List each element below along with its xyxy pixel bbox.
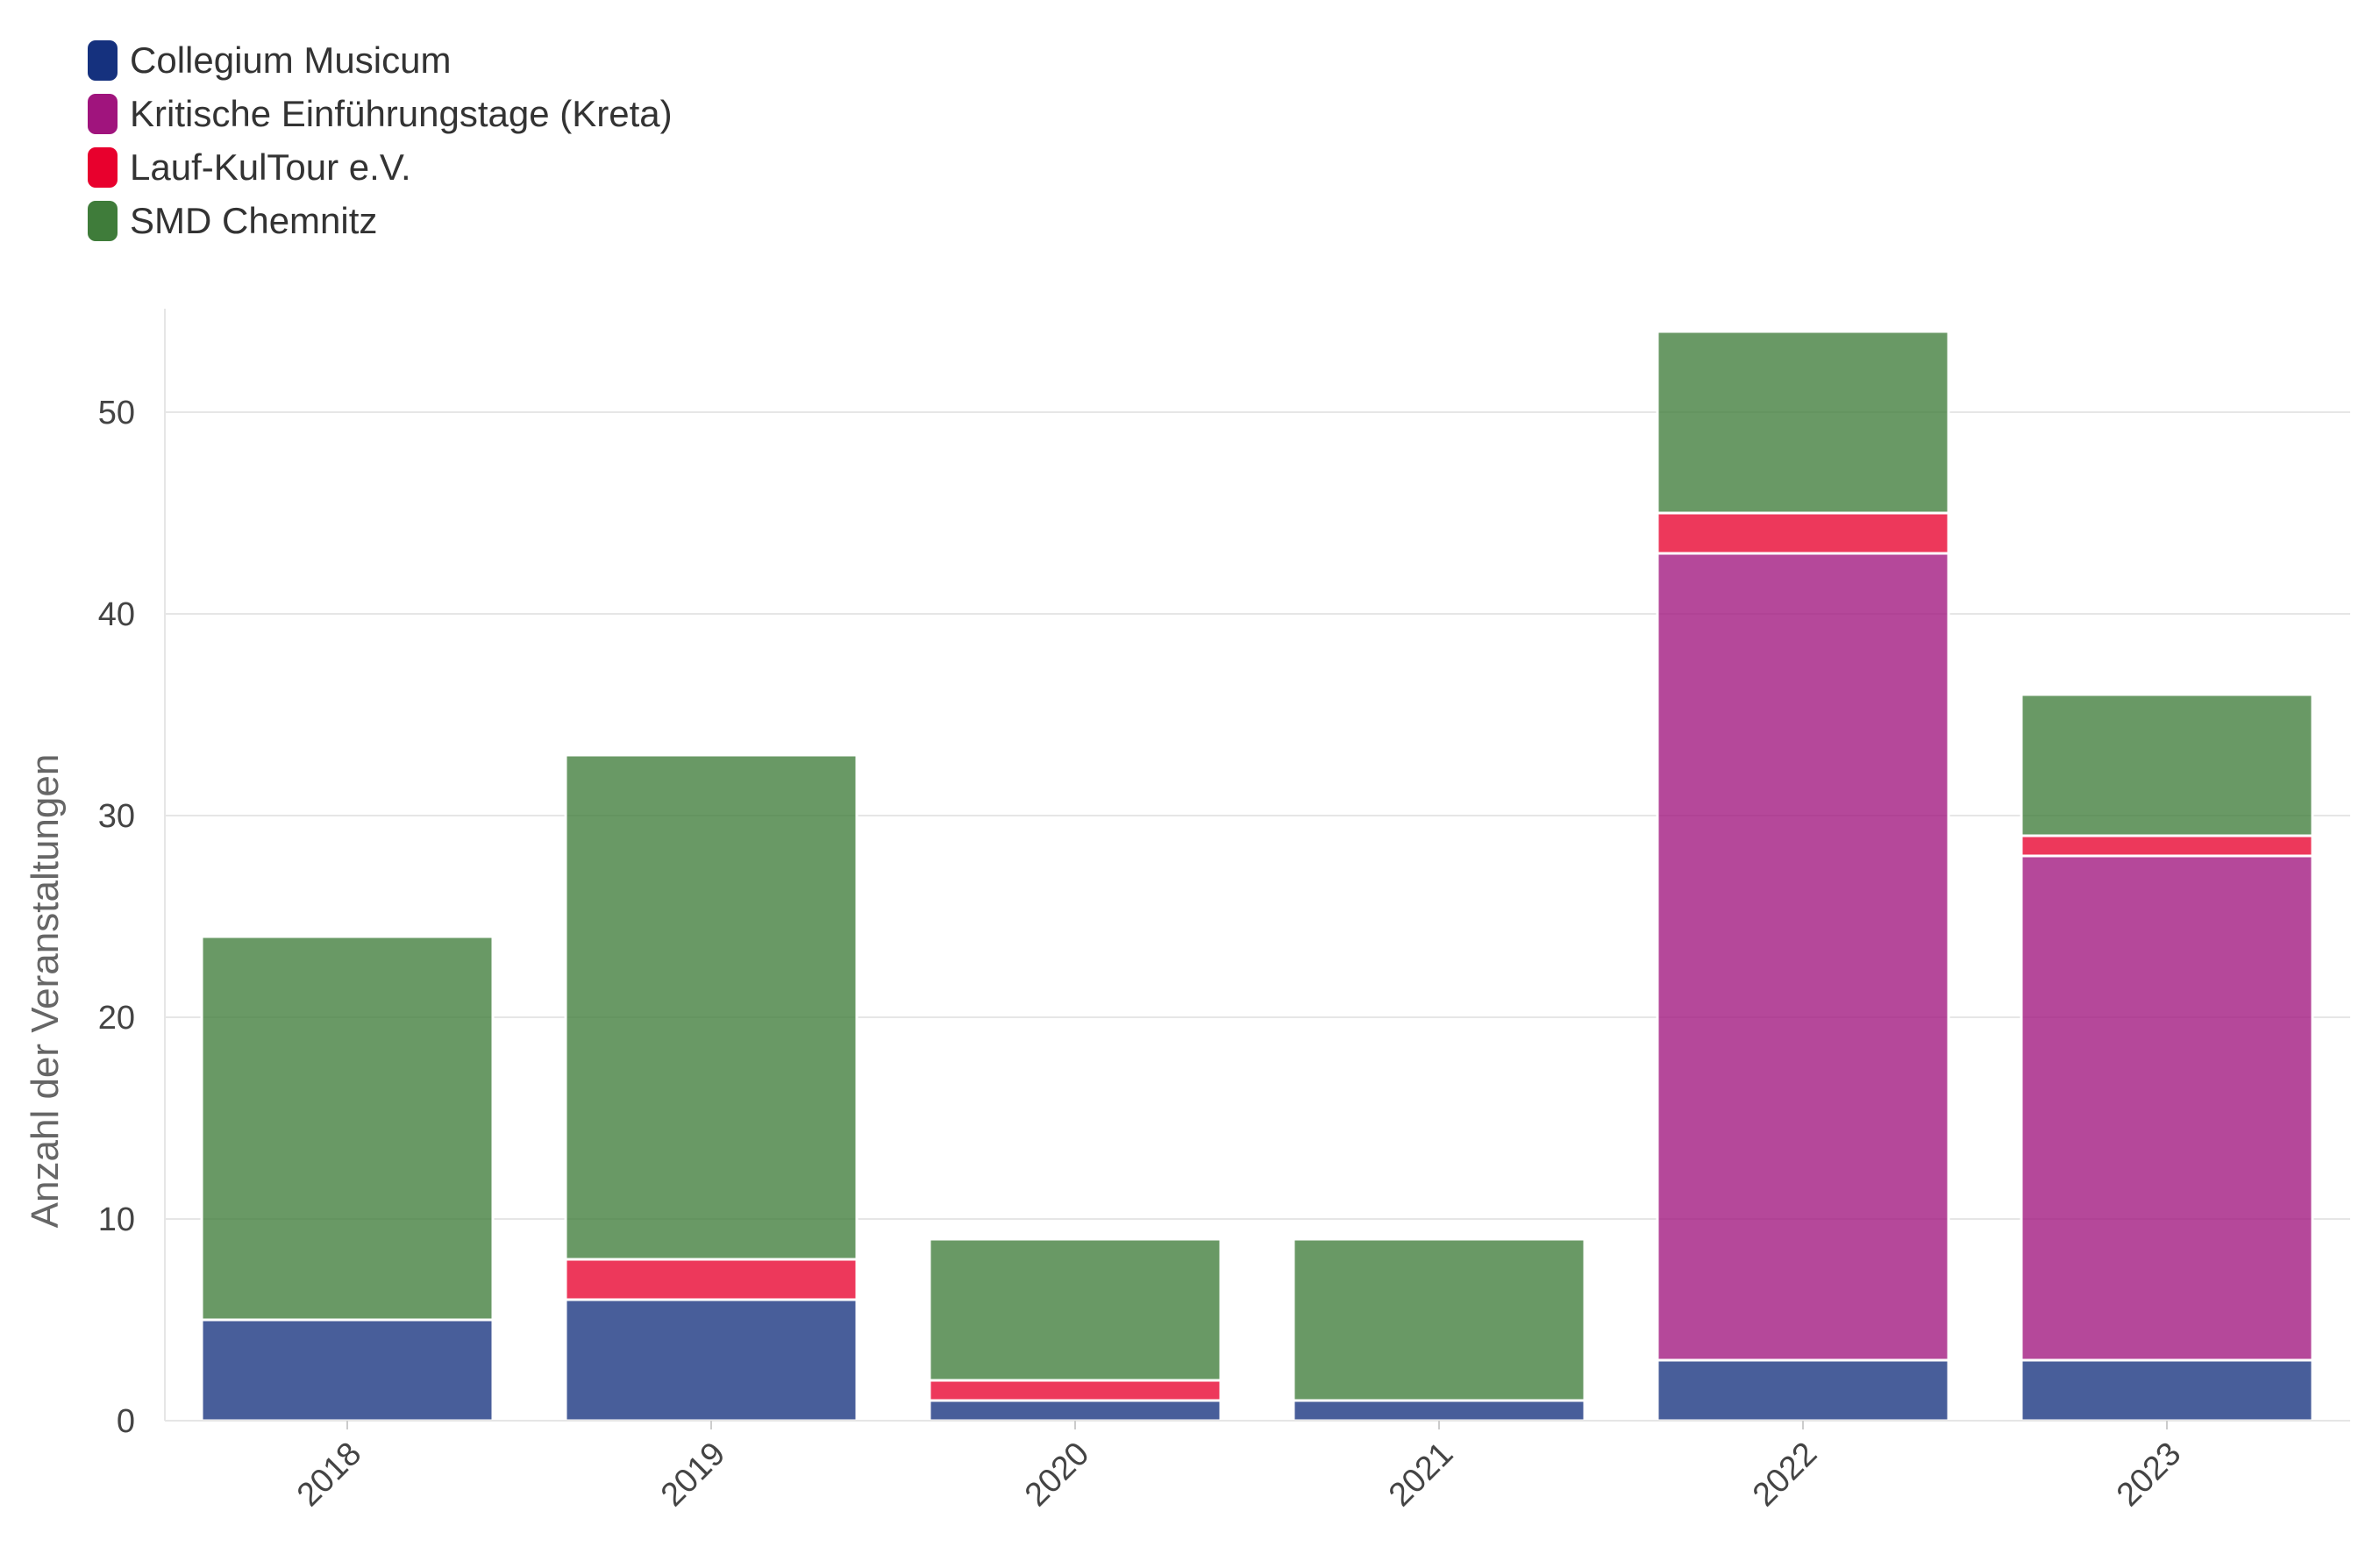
legend-label: Kritische Einführungstage (Kreta) — [130, 92, 673, 134]
bar-segment[interactable] — [564, 1258, 859, 1301]
x-tick-label: 2023 — [2110, 1436, 2188, 1514]
chart-legend: Collegium Musicum Kritische Einführungsta… — [88, 33, 673, 247]
y-tick-label: 40 — [98, 596, 135, 633]
bar-segment[interactable] — [1292, 1399, 1586, 1422]
bar-segment[interactable] — [928, 1379, 1222, 1402]
y-tick-label: 50 — [98, 395, 135, 431]
legend-item[interactable]: SMD Chemnitz — [88, 194, 673, 247]
bar-segment[interactable] — [2020, 854, 2314, 1362]
legend-item[interactable]: Lauf-KulTour e.V. — [88, 140, 673, 194]
x-tick-label: 2021 — [1382, 1436, 1460, 1514]
bar-segment[interactable] — [2020, 834, 2314, 858]
bar-segment[interactable] — [2020, 1358, 2314, 1422]
bar-segment[interactable] — [1656, 511, 1950, 555]
bar-segment[interactable] — [1656, 330, 1950, 515]
bar-segment[interactable] — [1656, 1358, 1950, 1422]
bar-segment[interactable] — [200, 935, 495, 1322]
bar-segment[interactable] — [564, 753, 859, 1261]
bar-segment[interactable] — [2020, 693, 2314, 838]
bar-segment[interactable] — [1292, 1237, 1586, 1402]
x-tick-label: 2020 — [1018, 1436, 1096, 1514]
bar-segment[interactable] — [564, 1298, 859, 1422]
legend-swatch — [88, 200, 118, 241]
bar-segment[interactable] — [1656, 552, 1950, 1362]
legend-label: SMD Chemnitz — [130, 199, 378, 241]
y-tick-label: 30 — [98, 798, 135, 835]
bar-segment[interactable] — [928, 1399, 1222, 1422]
legend-label: Collegium Musicum — [130, 39, 452, 81]
y-tick-label: 0 — [117, 1403, 135, 1440]
x-tick-label: 2018 — [290, 1436, 368, 1514]
y-tick-label: 10 — [98, 1201, 135, 1238]
y-axis-title: Anzahl der Veranstaltungen — [24, 754, 67, 1229]
gridlines — [165, 411, 2350, 1220]
legend-item[interactable]: Collegium Musicum — [88, 33, 673, 87]
bar-segment[interactable] — [200, 1318, 495, 1422]
legend-swatch — [88, 93, 118, 134]
legend-swatch — [88, 39, 118, 81]
y-tick-label: 20 — [98, 1000, 135, 1037]
legend-swatch — [88, 146, 118, 188]
legend-label: Lauf-KulTour e.V. — [130, 146, 411, 188]
legend-item[interactable]: Kritische Einführungstage (Kreta) — [88, 87, 673, 140]
bar-segment[interactable] — [928, 1237, 1222, 1382]
x-tick-label: 2019 — [654, 1436, 732, 1514]
bars — [200, 330, 2314, 1422]
x-tick-label: 2022 — [1746, 1436, 1824, 1514]
